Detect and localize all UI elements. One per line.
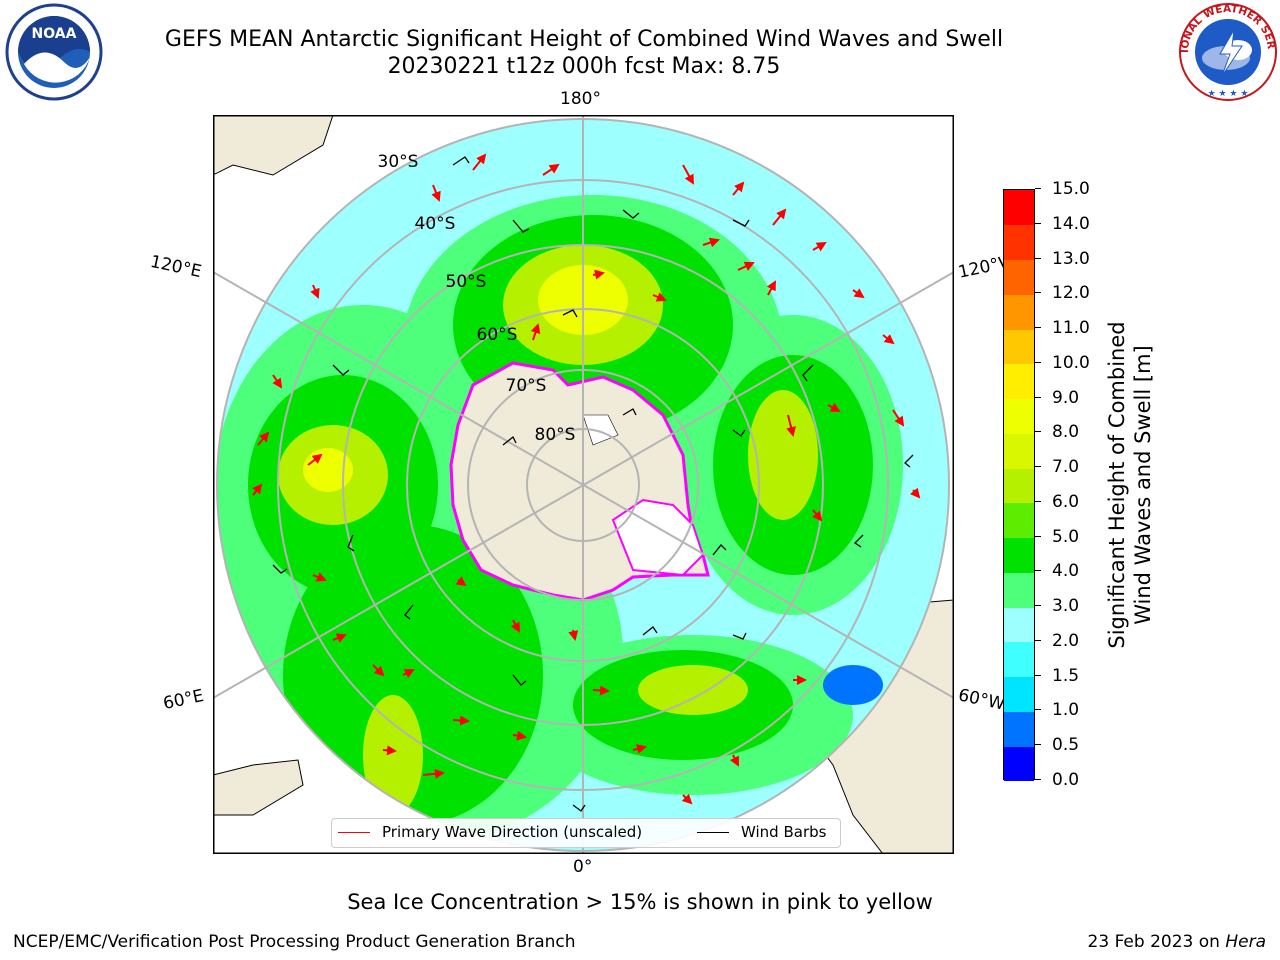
lon-label-60w: 60°W — [956, 685, 1007, 715]
colorbar-tick: 15.0 — [1035, 180, 1090, 198]
colorbar-segment — [1004, 502, 1034, 539]
colorbar-tick: 4.0 — [1035, 562, 1079, 580]
noaa-logo: NOAA — [5, 3, 103, 101]
colorbar-tick: 6.0 — [1035, 493, 1079, 511]
map-legend: Primary Wave Direction (unscaled) Wind B… — [331, 818, 841, 848]
colorbar-tick: 3.0 — [1035, 597, 1079, 615]
chart-title: GEFS MEAN Antarctic Significant Height o… — [164, 27, 1004, 52]
colorbar-tick: 11.0 — [1035, 319, 1090, 337]
colorbar-segment — [1004, 190, 1034, 226]
lat-label-50s: 50°S — [446, 272, 487, 292]
colorbar-segment — [1004, 329, 1034, 365]
colorbar-segment — [1004, 398, 1034, 434]
colorbar-tick: 13.0 — [1035, 250, 1090, 268]
lat-label-30s: 30°S — [378, 152, 419, 172]
colorbar-segment — [1004, 363, 1034, 400]
colorbar-ticks: 15.0 14.0 13.0 12.0 11.0 10.0 9.0 8.0 7.0 6.0 5.0 4… — [1035, 180, 1105, 789]
svg-text:★ ★ ★ ★: ★ ★ ★ ★ — [1208, 89, 1249, 99]
colorbar-tick: 7.0 — [1035, 458, 1079, 476]
noaa-logo-text: NOAA — [32, 26, 77, 42]
nws-logo: NATIONAL WEATHER SERVICE ★ ★ ★ ★ — [1176, 0, 1277, 101]
lon-label-0: 0° — [573, 857, 593, 877]
colorbar-tick: 1.0 — [1035, 701, 1079, 719]
colorbar-label: Significant Height of Combined Wind Wave… — [1105, 321, 1155, 649]
colorbar-segment — [1004, 607, 1034, 643]
colorbar-segment — [1004, 641, 1034, 678]
colorbar-segment — [1004, 711, 1034, 747]
colorbar — [1003, 189, 1035, 782]
colorbar-segment — [1004, 259, 1034, 295]
footer-date: 23 Feb 2023 on Hera — [1087, 932, 1266, 952]
colorbar-segment — [1004, 572, 1034, 608]
colorbar-tick: 14.0 — [1035, 215, 1090, 233]
lon-label-180: 180° — [560, 89, 601, 109]
colorbar-segment — [1004, 676, 1034, 712]
colorbar-tick: 10.0 — [1035, 354, 1090, 372]
colorbar-tick: 0.0 — [1035, 771, 1079, 789]
wave-arrows — [252, 153, 921, 805]
colorbar-segment — [1004, 746, 1034, 782]
legend-entry-wind-barbs: Wind Barbs — [697, 823, 826, 841]
legend-entry-primary-wave: Primary Wave Direction (unscaled) — [338, 823, 642, 841]
footer-credit: NCEP/EMC/Verification Post Processing Pr… — [13, 932, 576, 952]
colorbar-segment — [1004, 294, 1034, 330]
lat-label-70s: 70°S — [506, 376, 547, 396]
wind-barbs — [272, 156, 914, 812]
colorbar-tick: 0.5 — [1035, 736, 1079, 754]
colorbar-tick: 9.0 — [1035, 389, 1079, 407]
colorbar-tick: 1.5 — [1035, 667, 1079, 685]
colorbar-segment — [1004, 468, 1034, 504]
lon-label-120e: 120°E — [148, 251, 204, 283]
legend-swatch-black — [697, 832, 729, 833]
legend-swatch-red — [338, 832, 370, 833]
lon-label-60e: 60°E — [161, 685, 206, 715]
colorbar-tick: 2.0 — [1035, 632, 1079, 650]
graticule — [213, 115, 954, 854]
lat-label-40s: 40°S — [415, 214, 456, 234]
chart-subtitle: 20230221 t12z 000h fcst Max: 8.75 — [387, 54, 781, 79]
polar-map: 30°S 40°S 50°S 60°S 70°S 80°S — [213, 115, 954, 854]
lat-label-80s: 80°S — [535, 425, 576, 445]
colorbar-segment — [1004, 433, 1034, 469]
lat-label-60s: 60°S — [477, 325, 518, 345]
colorbar-tick: 8.0 — [1035, 423, 1079, 441]
sea-ice-note: Sea Ice Concentration > 15% is shown in … — [347, 890, 933, 914]
colorbar-segment — [1004, 537, 1034, 573]
footer-machine: Hera — [1225, 932, 1266, 952]
colorbar-segment — [1004, 224, 1034, 260]
colorbar-tick: 5.0 — [1035, 528, 1079, 546]
colorbar-tick: 12.0 — [1035, 284, 1090, 302]
